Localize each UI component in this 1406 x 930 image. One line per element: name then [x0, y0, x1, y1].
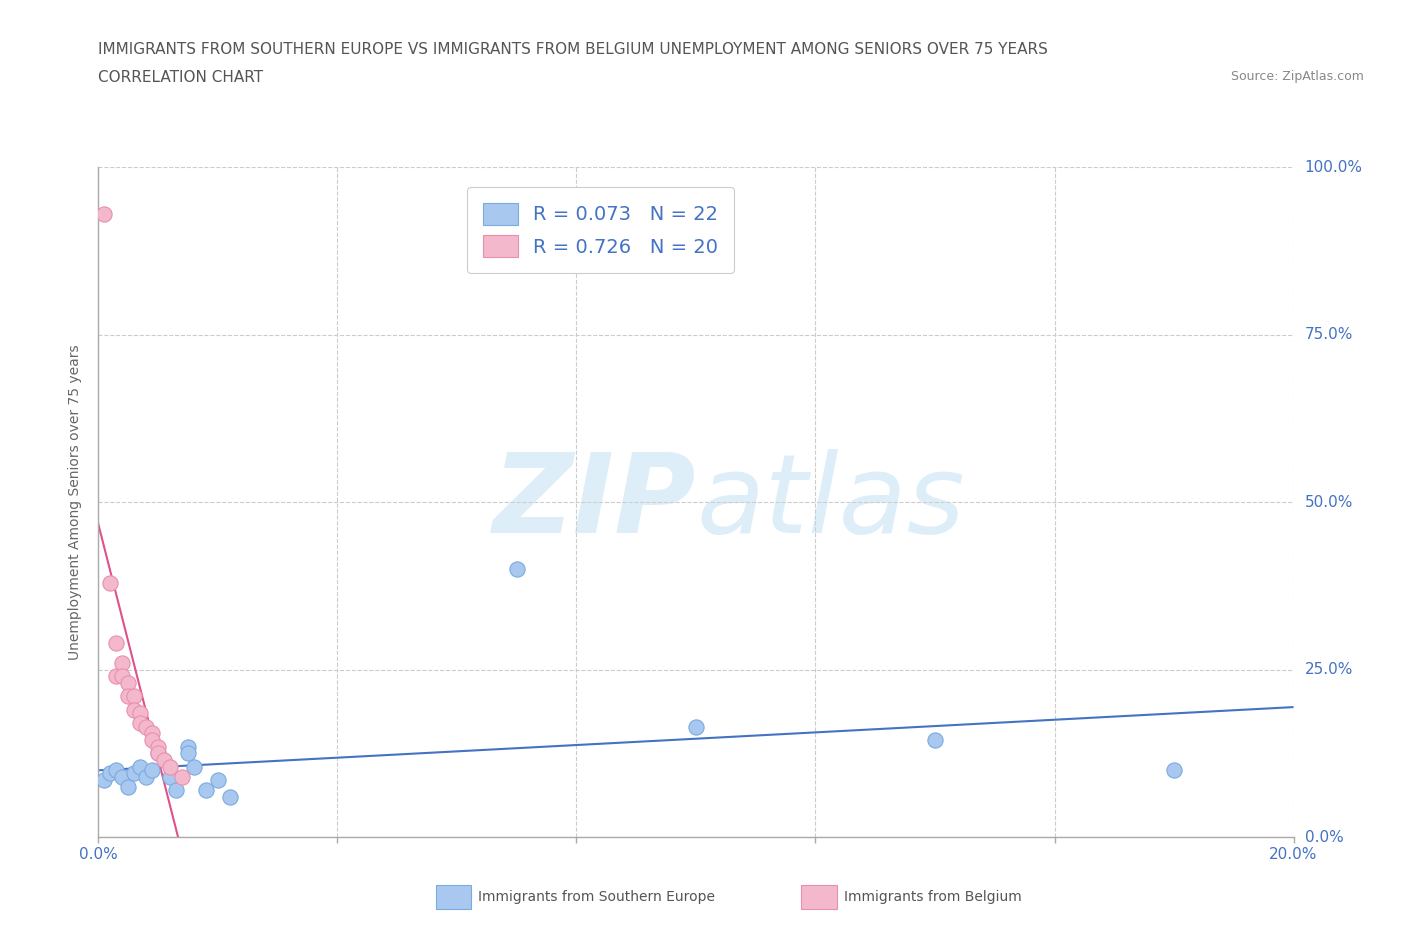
Point: [129, 716, 152, 731]
Point: [924, 733, 946, 748]
Point: [207, 773, 229, 788]
Point: [141, 763, 163, 777]
Point: [135, 769, 157, 784]
Point: [1163, 763, 1185, 777]
Point: [148, 739, 170, 754]
Text: Source: ZipAtlas.com: Source: ZipAtlas.com: [1230, 70, 1364, 83]
Point: [159, 759, 181, 774]
Point: [153, 752, 176, 767]
Text: Immigrants from Belgium: Immigrants from Belgium: [844, 890, 1021, 905]
Point: [506, 562, 529, 577]
Text: Immigrants from Southern Europe: Immigrants from Southern Europe: [478, 890, 716, 905]
Text: atlas: atlas: [696, 448, 965, 556]
Legend: R = 0.073   N = 22, R = 0.726   N = 20: R = 0.073 N = 22, R = 0.726 N = 20: [467, 187, 734, 272]
Point: [135, 719, 157, 734]
Point: [93, 773, 115, 788]
Point: [165, 783, 187, 798]
Point: [111, 769, 134, 784]
Point: [98, 575, 122, 590]
Point: [124, 766, 146, 781]
Point: [98, 766, 122, 781]
Point: [129, 706, 152, 721]
Point: [117, 689, 139, 704]
Text: CORRELATION CHART: CORRELATION CHART: [98, 70, 263, 85]
Point: [111, 656, 134, 671]
Point: [124, 702, 146, 717]
Point: [172, 769, 194, 784]
Point: [105, 635, 128, 650]
Point: [141, 725, 163, 740]
Point: [194, 783, 218, 798]
Point: [105, 763, 128, 777]
Text: 50.0%: 50.0%: [1305, 495, 1353, 510]
Point: [219, 790, 242, 804]
Point: [105, 669, 128, 684]
Text: 100.0%: 100.0%: [1305, 160, 1362, 175]
Point: [159, 769, 181, 784]
Point: [148, 746, 170, 761]
Y-axis label: Unemployment Among Seniors over 75 years: Unemployment Among Seniors over 75 years: [69, 344, 83, 660]
Point: [685, 719, 707, 734]
Point: [124, 689, 146, 704]
Point: [177, 739, 200, 754]
Point: [141, 733, 163, 748]
Point: [129, 759, 152, 774]
Point: [148, 746, 170, 761]
Text: 0.0%: 0.0%: [1305, 830, 1343, 844]
Point: [111, 669, 134, 684]
Text: IMMIGRANTS FROM SOUTHERN EUROPE VS IMMIGRANTS FROM BELGIUM UNEMPLOYMENT AMONG SE: IMMIGRANTS FROM SOUTHERN EUROPE VS IMMIG…: [98, 42, 1049, 57]
Point: [117, 675, 139, 690]
Text: 25.0%: 25.0%: [1305, 662, 1353, 677]
Point: [117, 779, 139, 794]
Point: [93, 206, 115, 221]
Point: [177, 746, 200, 761]
Text: ZIP: ZIP: [492, 448, 696, 556]
Text: 75.0%: 75.0%: [1305, 327, 1353, 342]
Point: [183, 759, 205, 774]
